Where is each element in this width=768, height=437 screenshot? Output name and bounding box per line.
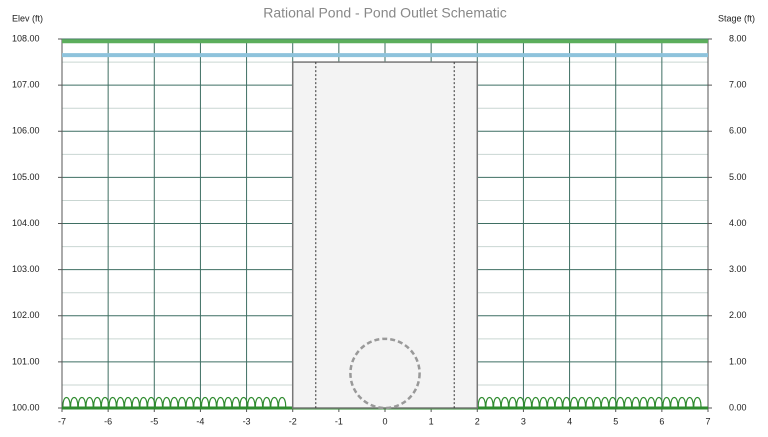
x-tick-label: -3	[243, 416, 251, 426]
grass	[477, 396, 702, 409]
y2-tick-label: 2.00	[729, 310, 747, 320]
x-tick-label: -7	[58, 416, 66, 426]
y2-tick-label: 3.00	[729, 264, 747, 274]
x-tick-label: 5	[613, 416, 618, 426]
y2-tick-label: 6.00	[729, 126, 747, 136]
x-tick-label: 3	[521, 416, 526, 426]
riser	[291, 61, 479, 409]
y2-tick-label: 4.00	[729, 218, 747, 228]
x-tick-label: 0	[382, 416, 387, 426]
y2-tick-label: 7.00	[729, 80, 747, 90]
x-tick-label: -4	[196, 416, 204, 426]
y2-tick-label: 5.00	[729, 172, 747, 182]
x-tick-label: 1	[429, 416, 434, 426]
orifice	[349, 337, 421, 410]
y2-axis-label: Stage (ft)	[718, 13, 755, 23]
chart-title: Rational Pond - Pond Outlet Schematic	[263, 5, 507, 21]
y-tick-label: 106.00	[12, 126, 40, 136]
y2-tick-label: 0.00	[729, 402, 747, 412]
x-tick-label: -1	[335, 416, 343, 426]
y-tick-label: 103.00	[12, 264, 40, 274]
y-tick-label: 100.00	[12, 402, 40, 412]
x-tick-label: -2	[289, 416, 297, 426]
x-tick-label: -6	[104, 416, 112, 426]
y-tick-label: 108.00	[12, 33, 40, 43]
y-tick-label: 105.00	[12, 172, 40, 182]
y-tick-label: 107.00	[12, 80, 40, 90]
x-tick-label: -5	[150, 416, 158, 426]
x-tick-label: 4	[567, 416, 572, 426]
x-tick-label: 6	[659, 416, 664, 426]
y-tick-label: 101.00	[12, 356, 40, 366]
y-tick-label: 102.00	[12, 310, 40, 320]
y-axis-label: Elev (ft)	[12, 13, 43, 23]
x-tick-label: 7	[705, 416, 710, 426]
y2-tick-label: 8.00	[729, 33, 747, 43]
y-tick-label: 104.00	[12, 218, 40, 228]
grass	[62, 396, 287, 409]
x-tick-label: 2	[475, 416, 480, 426]
y2-tick-label: 1.00	[729, 356, 747, 366]
